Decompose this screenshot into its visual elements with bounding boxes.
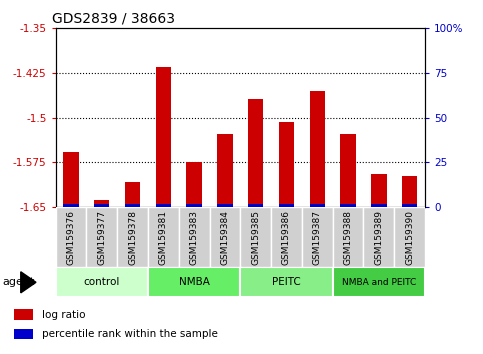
Text: PEITC: PEITC xyxy=(272,277,301,287)
Bar xyxy=(186,162,202,207)
Bar xyxy=(156,67,171,207)
Text: GSM159387: GSM159387 xyxy=(313,210,322,265)
Text: control: control xyxy=(84,277,120,287)
Bar xyxy=(125,204,140,207)
Bar xyxy=(341,134,356,207)
Text: GSM159381: GSM159381 xyxy=(159,210,168,265)
Bar xyxy=(186,204,202,207)
Bar xyxy=(217,134,233,207)
Bar xyxy=(179,207,210,267)
Bar xyxy=(14,309,33,320)
Text: NMBA and PEITC: NMBA and PEITC xyxy=(342,278,416,287)
Bar xyxy=(402,176,417,207)
Bar xyxy=(402,204,417,207)
Text: GSM159378: GSM159378 xyxy=(128,210,137,265)
Text: GSM159376: GSM159376 xyxy=(67,210,75,265)
Bar xyxy=(248,99,263,207)
Polygon shape xyxy=(21,272,36,293)
Bar xyxy=(310,204,325,207)
Bar xyxy=(271,207,302,267)
Bar xyxy=(56,267,148,297)
Bar xyxy=(63,152,79,207)
Bar xyxy=(279,122,294,207)
Bar xyxy=(148,267,241,297)
Bar xyxy=(371,204,386,207)
Bar xyxy=(240,207,271,267)
Bar xyxy=(217,204,233,207)
Bar xyxy=(86,207,117,267)
Bar xyxy=(125,182,140,207)
Text: GSM159377: GSM159377 xyxy=(97,210,106,265)
Bar xyxy=(341,204,356,207)
Bar xyxy=(248,204,263,207)
Text: GSM159386: GSM159386 xyxy=(282,210,291,265)
Bar xyxy=(148,207,179,267)
Text: GSM159385: GSM159385 xyxy=(251,210,260,265)
Text: NMBA: NMBA xyxy=(179,277,210,287)
Bar xyxy=(56,207,86,267)
Text: GDS2839 / 38663: GDS2839 / 38663 xyxy=(52,12,175,26)
Bar xyxy=(14,329,33,339)
Bar xyxy=(371,174,386,207)
Bar xyxy=(310,91,325,207)
Bar xyxy=(210,207,240,267)
Bar xyxy=(302,207,333,267)
Text: GSM159383: GSM159383 xyxy=(190,210,199,265)
Bar xyxy=(394,207,425,267)
Text: agent: agent xyxy=(2,277,35,287)
Bar xyxy=(94,204,110,207)
Bar xyxy=(240,267,333,297)
Text: GSM159384: GSM159384 xyxy=(220,210,229,265)
Bar xyxy=(279,204,294,207)
Bar xyxy=(156,204,171,207)
Text: log ratio: log ratio xyxy=(42,310,85,320)
Bar xyxy=(333,207,364,267)
Bar xyxy=(364,207,394,267)
Bar xyxy=(333,267,425,297)
Bar xyxy=(94,200,110,207)
Text: GSM159388: GSM159388 xyxy=(343,210,353,265)
Text: percentile rank within the sample: percentile rank within the sample xyxy=(42,329,218,339)
Text: GSM159390: GSM159390 xyxy=(405,210,414,265)
Text: GSM159389: GSM159389 xyxy=(374,210,384,265)
Bar xyxy=(117,207,148,267)
Bar xyxy=(63,204,79,207)
